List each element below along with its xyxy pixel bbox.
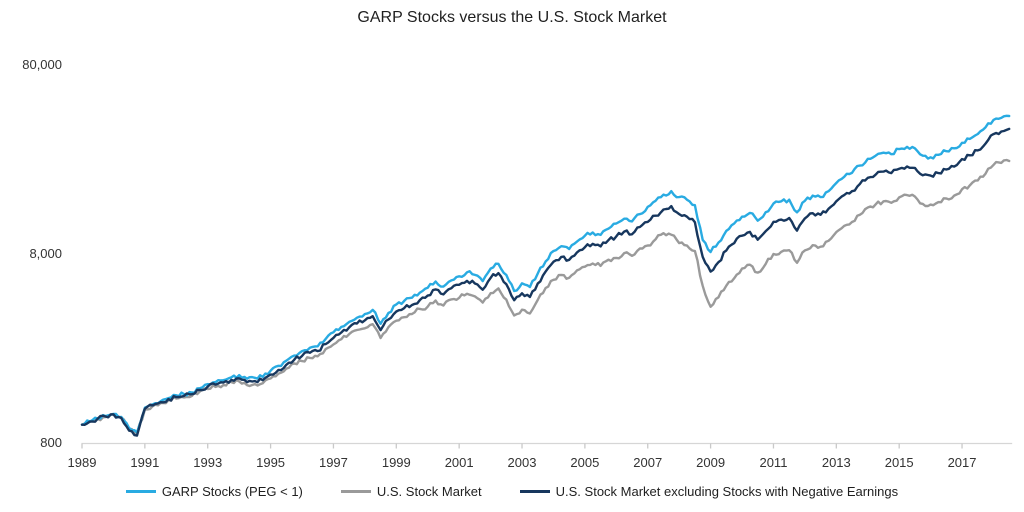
chart-title: GARP Stocks versus the U.S. Stock Market — [357, 9, 667, 26]
x-axis-tick-label: 2005 — [570, 455, 600, 470]
x-axis-tick-label: 1999 — [381, 455, 411, 470]
legend-swatch-garp — [125, 490, 156, 493]
legend-swatch-us-market — [340, 490, 371, 493]
series-line-us-market-ex-negative — [80, 127, 1011, 437]
y-axis-tick-label: 8,000 — [29, 246, 62, 261]
x-axis-tick-label: 2007 — [633, 455, 663, 470]
x-axis-tick-label: 2011 — [759, 455, 788, 470]
x-axis-tick-label: 1997 — [318, 455, 348, 470]
legend-label-garp: GARP Stocks (PEG < 1) — [161, 484, 303, 499]
x-axis-tick-label: 1991 — [130, 455, 160, 470]
x-axis-tick-label: 2001 — [444, 455, 474, 470]
x-axis-tick-label: 1989 — [67, 455, 97, 470]
legend: GARP Stocks (PEG < 1) U.S. Stock Market … — [0, 484, 1024, 499]
legend-label-us-market-ex-negative: U.S. Stock Market excluding Stocks with … — [555, 484, 899, 499]
y-axis-tick-label: 800 — [40, 435, 62, 450]
series-line-garp — [80, 114, 1011, 434]
x-axis-tick-label: 1993 — [193, 455, 223, 470]
x-axis-tick-label: 2017 — [947, 455, 977, 470]
x-axis-tick-label: 2003 — [507, 455, 537, 470]
y-axis-tick-label: 80,000 — [22, 57, 62, 72]
x-axis-tick-label: 2009 — [696, 455, 726, 470]
legend-item-garp: GARP Stocks (PEG < 1) — [125, 484, 303, 499]
x-axis-tick-label: 2013 — [821, 455, 851, 470]
x-axis-tick-label: 1995 — [256, 455, 286, 470]
legend-label-us-market: U.S. Stock Market — [376, 484, 482, 499]
legend-swatch-us-market-ex-negative — [519, 490, 550, 493]
legend-item-us-market: U.S. Stock Market — [340, 484, 482, 499]
legend-item-us-market-ex-negative: U.S. Stock Market excluding Stocks with … — [519, 484, 899, 499]
series-line-us-market — [80, 158, 1011, 435]
x-axis-labels: 1989 1991 1993 1995 1997 1999 2001 2003 2005 2007… — [0, 455, 1024, 473]
x-axis-tick-label: 2015 — [884, 455, 914, 470]
